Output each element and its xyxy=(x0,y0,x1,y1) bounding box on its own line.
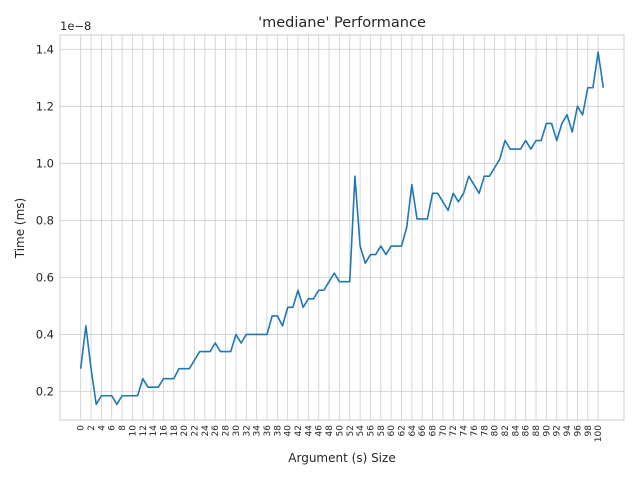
y-tick-label: 1.4 xyxy=(36,42,54,56)
x-tick-label: 18 xyxy=(170,425,180,437)
x-tick-label: 42 xyxy=(294,425,304,436)
x-tick-label: 26 xyxy=(211,425,221,437)
x-axis-label: Argument (s) Size xyxy=(288,451,395,465)
x-tick-label: 100 xyxy=(594,425,604,442)
x-tick-label: 0 xyxy=(77,425,87,431)
x-tick-label: 90 xyxy=(542,425,552,437)
x-tick-label: 70 xyxy=(439,425,449,437)
x-tick-label: 4 xyxy=(97,425,107,431)
x-tick-label: 6 xyxy=(108,425,118,431)
x-tick-label: 62 xyxy=(398,425,408,436)
x-tick-label: 54 xyxy=(356,425,366,437)
x-tick-label: 72 xyxy=(449,425,459,436)
x-tick-label: 94 xyxy=(563,425,573,437)
x-tick-label: 14 xyxy=(149,425,159,437)
y-offset-label: 1e−8 xyxy=(60,19,91,33)
x-tick-label: 88 xyxy=(532,425,542,437)
x-tick-label: 64 xyxy=(408,425,418,437)
series-layer xyxy=(79,51,605,406)
y-tick-label: 0.8 xyxy=(36,213,54,227)
x-tick-label: 30 xyxy=(232,425,242,437)
x-tick-label: 44 xyxy=(304,425,314,437)
y-tick-label: 0.6 xyxy=(36,270,54,284)
x-tick-label: 32 xyxy=(242,425,252,436)
x-tick-label: 80 xyxy=(491,425,501,437)
x-tick-label: 98 xyxy=(584,425,594,437)
x-tick-label: 24 xyxy=(201,425,211,437)
chart-title: 'mediane' Performance xyxy=(258,15,426,31)
plot-area-frame xyxy=(59,34,625,421)
x-gridlines xyxy=(80,35,599,420)
y-gridlines xyxy=(60,48,624,392)
x-tick-label: 56 xyxy=(366,425,376,437)
x-tick-label: 38 xyxy=(273,425,283,437)
x-tick-label: 20 xyxy=(180,425,190,437)
x-tick-label: 74 xyxy=(460,425,470,437)
x-tick-label: 50 xyxy=(335,425,345,437)
x-tick-label: 60 xyxy=(387,425,397,437)
y-tick-label: 1.2 xyxy=(36,99,54,113)
y-tick-label: 0.4 xyxy=(36,327,54,341)
y-axis-label: Time (ms) xyxy=(13,198,27,260)
x-tick-label: 96 xyxy=(573,425,583,437)
x-tick-label: 12 xyxy=(139,425,149,436)
x-tick-label: 28 xyxy=(222,425,232,437)
y-tick-labels: 0.2 0.4 0.6 0.8 1.0 1.2 1.4 xyxy=(36,42,54,398)
x-tick-label: 46 xyxy=(315,425,325,437)
x-tick-label: 66 xyxy=(418,425,428,437)
y-tick-label: 0.2 xyxy=(36,384,54,398)
x-tick-label: 82 xyxy=(501,425,511,436)
x-tick-label: 76 xyxy=(470,425,480,437)
y-tick-label: 1.0 xyxy=(36,156,54,170)
x-tick-label: 52 xyxy=(346,425,356,436)
x-tick-label: 86 xyxy=(522,425,532,437)
x-tick-labels: 0 2 4 6 8 10 12 14 16 18 20 22 24 26 28 30 32 34 36 38 40 42 4… xyxy=(77,425,604,442)
series-line xyxy=(79,51,605,406)
x-tick-label: 40 xyxy=(284,425,294,437)
x-tick-label: 78 xyxy=(480,425,490,437)
x-tick-label: 92 xyxy=(553,425,563,436)
x-tick-label: 48 xyxy=(325,425,335,437)
x-tick-label: 10 xyxy=(128,425,138,437)
x-tick-label: 68 xyxy=(429,425,439,437)
x-tick-label: 84 xyxy=(511,425,521,437)
x-tick-label: 58 xyxy=(377,425,387,437)
x-tick-label: 16 xyxy=(159,425,169,437)
x-tick-label: 36 xyxy=(263,425,273,437)
x-tick-label: 2 xyxy=(87,425,97,431)
x-tick-label: 8 xyxy=(118,425,128,431)
x-tick-label: 22 xyxy=(191,425,201,436)
x-tick-label: 34 xyxy=(253,425,263,437)
